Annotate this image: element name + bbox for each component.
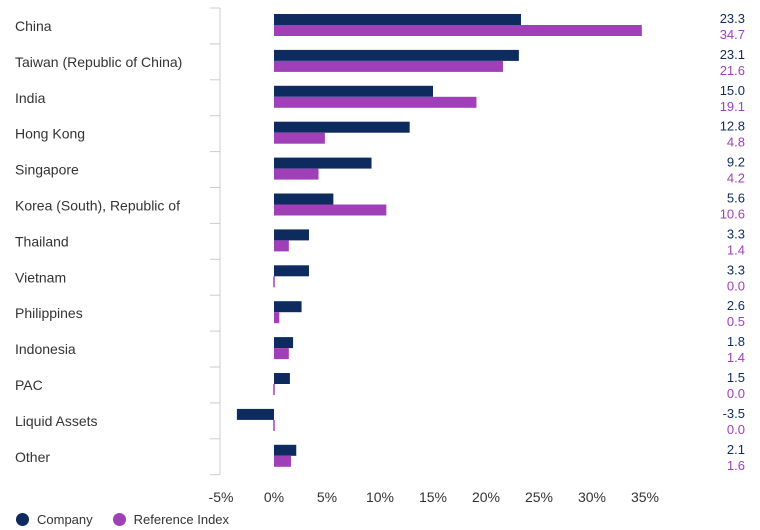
company-bar xyxy=(274,265,309,277)
x-tick-label: 20% xyxy=(472,489,500,505)
x-tick-label: -5% xyxy=(209,489,234,505)
company-value-label: 3.3 xyxy=(727,226,745,241)
reference-bar xyxy=(274,168,319,180)
company-bar xyxy=(274,444,297,456)
company-value-label: 23.1 xyxy=(720,47,745,62)
reference-value-label: 21.6 xyxy=(720,63,745,78)
company-value-label: 9.2 xyxy=(727,155,745,170)
legend-label-company: Company xyxy=(37,512,93,527)
company-bar xyxy=(274,229,309,241)
category-label: Indonesia xyxy=(15,341,76,357)
reference-bar xyxy=(273,384,275,395)
company-value-label: -3.5 xyxy=(723,406,745,421)
reference-value-label: 34.7 xyxy=(720,27,745,42)
reference-value-label: 0.0 xyxy=(727,386,745,401)
bar-chart: China 23.334.7 Taiwan (Republic of China) 2… xyxy=(15,7,745,505)
company-value-label: 15.0 xyxy=(720,83,745,98)
category-label: Philippines xyxy=(15,305,83,321)
company-bar xyxy=(274,301,302,313)
x-tick-label: 15% xyxy=(419,489,447,505)
category-label: India xyxy=(15,90,46,106)
company-bar xyxy=(274,49,519,61)
category-label: Singapore xyxy=(15,162,79,178)
category-label: Taiwan (Republic of China) xyxy=(15,54,182,70)
company-bar xyxy=(236,408,274,420)
company-value-label: 23.3 xyxy=(720,11,745,26)
company-bar xyxy=(274,373,290,384)
category-label: Korea (South), Republic of xyxy=(15,197,180,213)
reference-value-label: 4.8 xyxy=(727,135,745,150)
company-bar xyxy=(274,85,433,97)
company-swatch-icon xyxy=(16,513,29,526)
reference-bar xyxy=(274,25,642,36)
reference-bar xyxy=(274,60,503,72)
company-value-label: 1.8 xyxy=(727,334,745,349)
company-value-label: 5.6 xyxy=(727,191,745,206)
legend-label-reference: Reference Index xyxy=(133,512,230,527)
category-label: PAC xyxy=(15,377,43,393)
company-bar xyxy=(274,337,294,349)
x-tick-label: 35% xyxy=(631,489,659,505)
reference-bar xyxy=(274,132,325,144)
category-label: Hong Kong xyxy=(15,126,85,142)
company-value-label: 12.8 xyxy=(720,119,745,134)
legend: Company Reference Index xyxy=(16,512,249,527)
company-bar xyxy=(274,157,372,169)
category-label: Thailand xyxy=(15,233,69,249)
x-tick-label: 25% xyxy=(525,489,553,505)
reference-value-label: 4.2 xyxy=(727,171,745,186)
legend-item-reference: Reference Index xyxy=(112,512,230,527)
reference-bar xyxy=(273,419,275,431)
reference-bar xyxy=(274,455,291,467)
x-tick-label: 10% xyxy=(366,489,394,505)
reference-bar xyxy=(274,204,387,216)
reference-value-label: 19.1 xyxy=(720,99,745,114)
reference-bar xyxy=(273,276,275,288)
reference-bar xyxy=(274,96,477,108)
reference-value-label: 1.4 xyxy=(727,350,745,365)
reference-value-label: 0.0 xyxy=(727,422,745,437)
company-value-label: 1.5 xyxy=(727,370,745,385)
reference-bar xyxy=(274,348,289,360)
legend-item-company: Company xyxy=(16,512,93,527)
reference-bar xyxy=(274,240,289,252)
x-tick-label: 0% xyxy=(264,489,284,505)
company-bar xyxy=(274,121,410,133)
reference-swatch-icon xyxy=(112,513,126,526)
category-label: Vietnam xyxy=(15,269,66,285)
company-bar xyxy=(274,14,521,25)
x-tick-label: 5% xyxy=(317,489,337,505)
reference-value-label: 0.0 xyxy=(727,278,745,293)
company-value-label: 2.1 xyxy=(727,442,745,457)
company-value-label: 3.3 xyxy=(727,262,745,277)
company-bar xyxy=(274,193,334,205)
x-tick-label: 30% xyxy=(578,489,606,505)
category-label: Liquid Assets xyxy=(15,413,98,429)
reference-value-label: 0.5 xyxy=(727,314,745,329)
reference-value-label: 10.6 xyxy=(720,207,745,222)
reference-bar xyxy=(274,312,280,324)
category-label: Other xyxy=(15,449,50,465)
company-value-label: 2.6 xyxy=(727,298,745,313)
category-label: China xyxy=(15,18,52,34)
reference-value-label: 1.6 xyxy=(727,458,745,473)
reference-value-label: 1.4 xyxy=(727,242,745,257)
